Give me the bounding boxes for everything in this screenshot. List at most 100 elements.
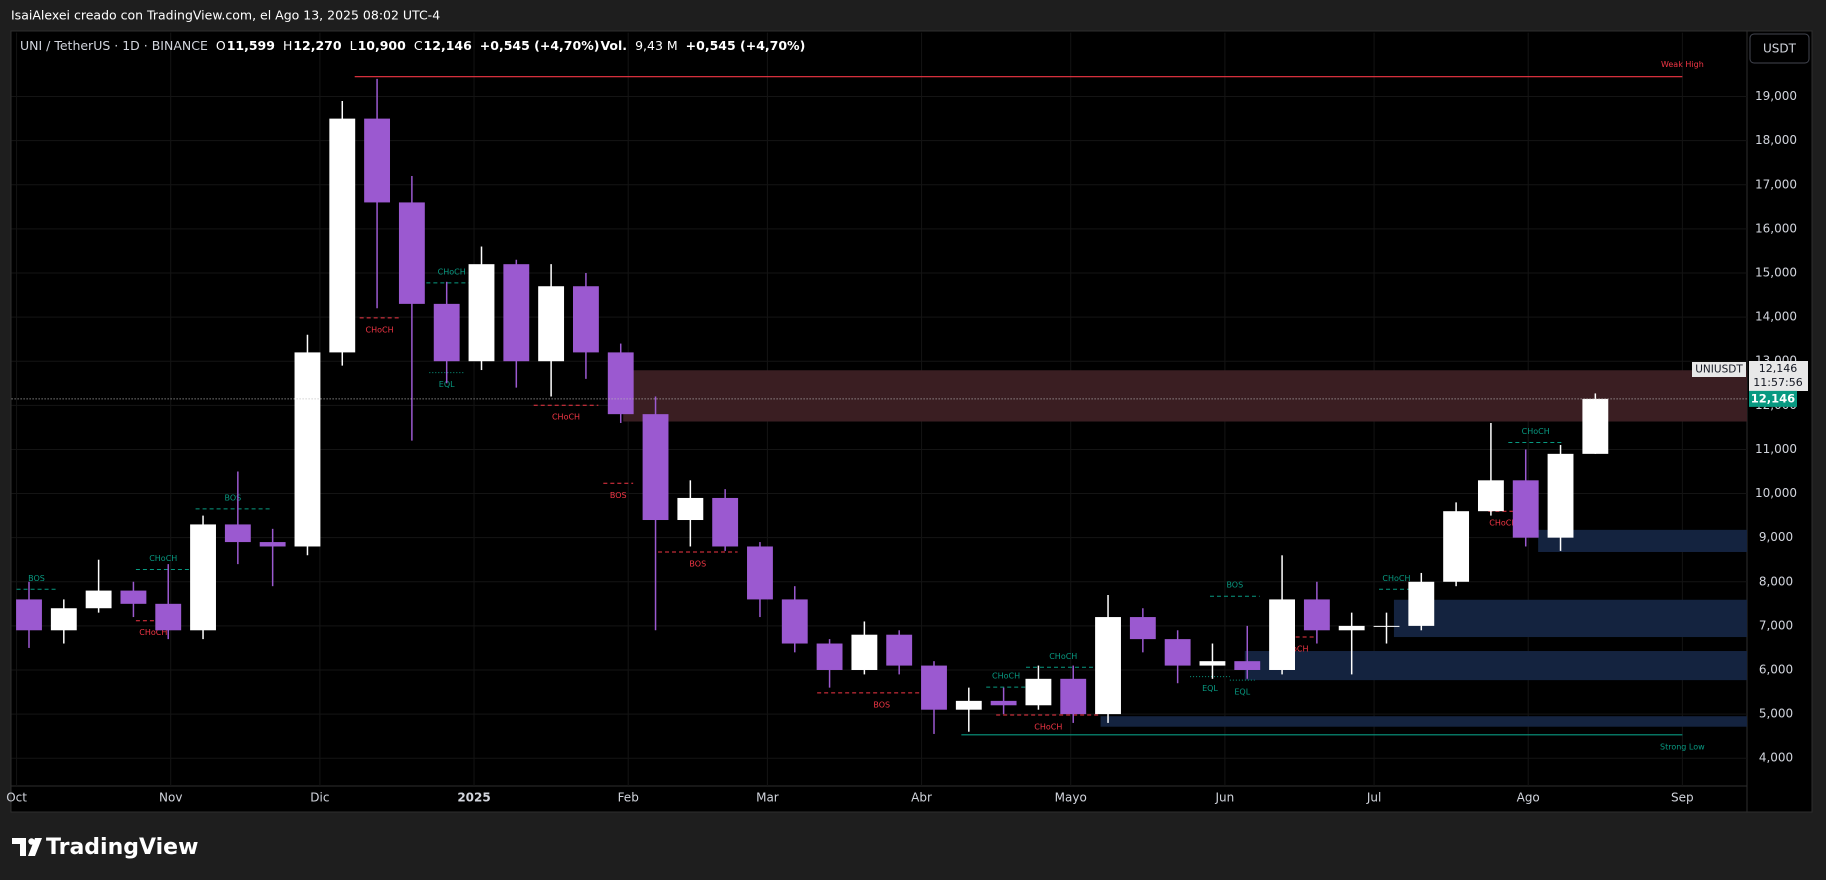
candle-body: [1477, 480, 1504, 512]
x-tick-label: Ago: [1517, 791, 1540, 805]
y-tick-label: 9,000: [1759, 530, 1793, 544]
y-tick-label: 7,000: [1759, 618, 1793, 632]
candle-body: [1234, 661, 1261, 670]
candle-body: [1338, 625, 1365, 631]
candle-body: [1547, 453, 1574, 538]
structure-label: EQL: [1234, 688, 1250, 697]
candle-body: [990, 700, 1017, 706]
structure-label: CHoCH: [1382, 574, 1410, 583]
legend-value: +0,545 (+4,70%): [686, 38, 806, 53]
y-tick-label: 17,000: [1755, 177, 1797, 191]
legend-key: C: [414, 38, 423, 53]
structure-label: EQL: [439, 380, 455, 389]
y-tick-label: 4,000: [1759, 751, 1793, 765]
logo-dot: [28, 838, 35, 845]
candle-body: [50, 608, 77, 631]
extreme-label: Weak High: [1661, 60, 1704, 69]
candle-body: [224, 524, 251, 543]
legend-key: 9,43 M: [635, 38, 678, 53]
x-tick-label: 2025: [457, 791, 490, 805]
candle-body: [329, 118, 356, 353]
symbol-legend: UNI / TetherUS · 1D · BINANCE O11,599 H12,…: [20, 38, 805, 53]
structure-label: CHoCH: [1034, 723, 1062, 732]
structure-label: CHoCH: [552, 413, 580, 422]
candle-body: [1303, 599, 1330, 631]
structure-label: EQL: [1202, 684, 1218, 693]
y-tick-label: 15,000: [1755, 265, 1797, 279]
y-tick-label: 16,000: [1755, 221, 1797, 235]
x-tick-label: Mayo: [1055, 791, 1087, 805]
structure-label: CHoCH: [1049, 652, 1077, 661]
legend-value: 12,146: [424, 38, 473, 53]
y-tick-label: 8,000: [1759, 574, 1793, 588]
x-tick-label: Abr: [911, 791, 932, 805]
y-tick-label: 5,000: [1759, 707, 1793, 721]
structure-label: BOS: [610, 491, 627, 500]
structure-label: BOS: [689, 559, 706, 568]
candle-body: [642, 414, 669, 521]
structure-label: BOS: [28, 574, 45, 583]
candle-body: [155, 603, 182, 631]
x-tick-label: Mar: [756, 791, 779, 805]
candle-body: [921, 665, 947, 710]
last-price-label: 12,146: [1751, 391, 1795, 405]
last-price-box: [1749, 390, 1797, 407]
candle-body: [781, 599, 808, 644]
currency-button-frame[interactable]: [1749, 33, 1810, 64]
structure-label: CHoCH: [1489, 519, 1517, 528]
y-tick-label: 18,000: [1755, 133, 1797, 147]
candle-body: [398, 202, 425, 304]
candle-body: [1060, 678, 1087, 715]
structure-label: BOS: [225, 493, 242, 502]
legend-value: +0,545 (+4,70%): [480, 38, 600, 53]
zones: [623, 370, 1748, 727]
credit-line: IsaiAlexei creado con TradingView.com, e…: [11, 8, 440, 23]
structure-label: CHoCH: [149, 554, 177, 563]
symbol-tag: UNIUSDT: [1695, 364, 1743, 376]
axes: 4,000 5,000 6,000 7,000 8,000 9,000 10,000 11,0…: [6, 89, 1808, 805]
legend-value: Vol.: [600, 38, 627, 53]
candle-body: [1095, 617, 1121, 715]
structure-label: BOS: [1226, 581, 1243, 590]
candles: [16, 78, 1609, 734]
currency-button-label[interactable]: USDT: [1763, 42, 1797, 56]
y-tick-label: 10,000: [1755, 486, 1797, 500]
candle-body: [120, 590, 147, 604]
legend-key: L: [350, 38, 357, 53]
candle-body: [572, 286, 599, 353]
candle-body: [1199, 661, 1226, 666]
footer-logo: TradingView: [12, 835, 198, 860]
structure-label: BOS: [873, 700, 890, 709]
structure-label: CHoCH: [139, 628, 167, 637]
order-block-zone: [623, 370, 1748, 422]
candle-body: [607, 352, 634, 415]
candle-body: [1025, 678, 1052, 706]
y-tick-label: 6,000: [1759, 662, 1793, 676]
symbol-name: UNI / TetherUS · 1D · BINANCE: [20, 38, 208, 53]
candle-body: [1164, 639, 1191, 666]
structure-label: CHoCH: [992, 672, 1020, 681]
candle-body: [1373, 625, 1400, 627]
x-tick-label: Jun: [1215, 791, 1235, 805]
price-tag-countdown: 11:57:56: [1753, 376, 1802, 389]
legend-value: 12,270: [293, 38, 342, 53]
x-tick-label: Sep: [1671, 791, 1694, 805]
order-block-zone: [1100, 716, 1747, 727]
candle-body: [677, 497, 704, 521]
candle-body: [747, 546, 773, 600]
price-tag-value: 12,146: [1759, 362, 1798, 375]
x-tick-label: Nov: [159, 791, 182, 805]
candle-body: [294, 352, 321, 547]
candle-body: [1269, 599, 1296, 670]
candle-body: [1512, 480, 1539, 538]
currency-button[interactable]: USDT: [1749, 33, 1810, 64]
legend-value: 11,599: [227, 38, 275, 53]
candle-body: [955, 700, 982, 710]
candle-body: [468, 264, 495, 362]
structure-label: CHoCH: [366, 325, 394, 334]
candle-body: [503, 264, 530, 362]
y-tick-label: 19,000: [1755, 89, 1797, 103]
candle-body: [85, 590, 112, 609]
legend-value: 10,900: [358, 38, 407, 53]
